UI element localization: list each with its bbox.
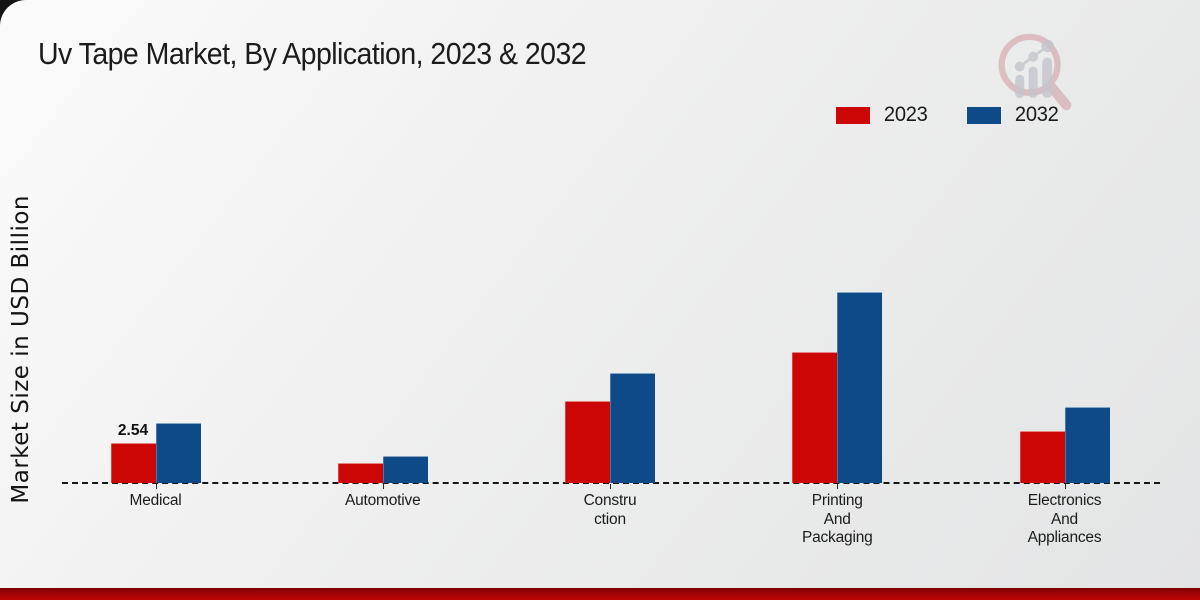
- bar-2032-electronics-and-appliances: [1064, 407, 1110, 483]
- x-category-label-construction: Constru ction: [583, 492, 637, 528]
- bar-2023-medical: [110, 443, 156, 483]
- bar-2032-printing-and-packaging: [837, 292, 883, 483]
- x-axis-tick: [610, 484, 611, 489]
- legend: 2023 2032: [836, 103, 1059, 127]
- x-axis-tick: [155, 484, 157, 489]
- x-axis-tick: [837, 484, 839, 489]
- x-category-label-medical: Medical: [129, 492, 182, 509]
- legend-item-2023: 2023: [836, 103, 929, 127]
- legend-item-2032: 2032: [966, 103, 1060, 127]
- bar-value-label: 2.54: [117, 421, 149, 439]
- legend-swatch-2023: [836, 106, 870, 124]
- chart-title: Uv Tape Market, By Application, 2023 & 2…: [38, 36, 587, 71]
- bar-2023-construction: [565, 401, 610, 483]
- x-axis-tick: [1064, 484, 1066, 489]
- bar-2023-automotive: [337, 463, 383, 483]
- x-category-label-printing-and-packaging: Printing And Packaging: [801, 492, 873, 546]
- bottom-accent-strip: [0, 588, 1200, 600]
- bar-2032-medical: [155, 423, 201, 483]
- bar-2023-electronics-and-appliances: [1019, 431, 1065, 483]
- x-category-label-electronics-and-appliances: Electronics And Appliances: [1027, 492, 1102, 546]
- legend-label: 2023: [883, 103, 928, 126]
- x-axis-tick: [382, 484, 384, 489]
- bar-2032-automotive: [382, 456, 428, 483]
- legend-label: 2032: [1014, 103, 1059, 126]
- legend-swatch-2032: [966, 106, 1001, 124]
- x-axis-baseline: [62, 482, 1160, 484]
- bar-2032-construction: [610, 373, 655, 483]
- x-category-label-automotive: Automotive: [344, 492, 421, 509]
- bar-2023-printing-and-packaging: [792, 352, 838, 483]
- magnifier-bar-chart-logo-icon: [998, 33, 1072, 111]
